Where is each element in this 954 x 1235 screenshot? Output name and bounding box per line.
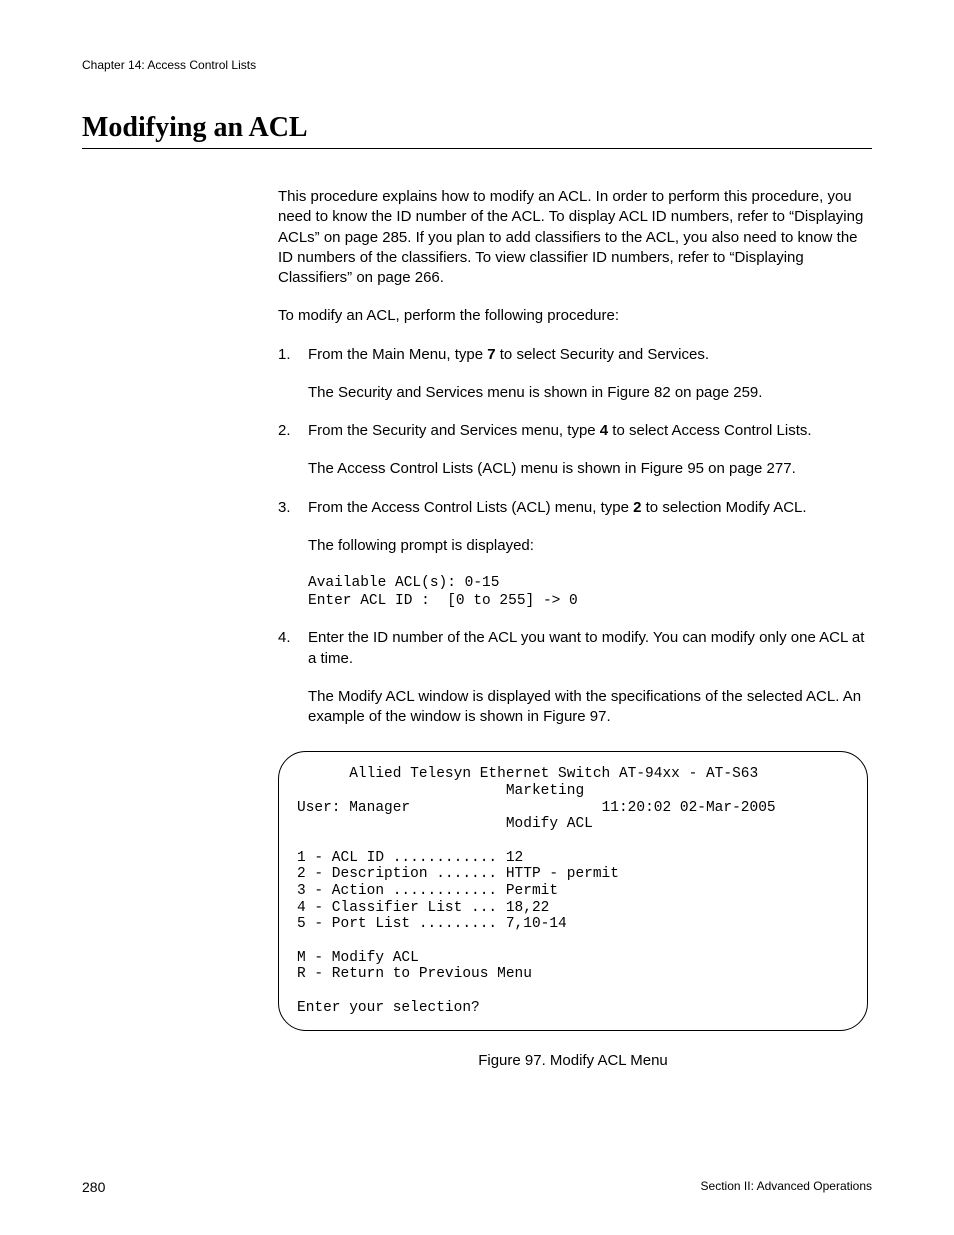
terminal-window: Allied Telesyn Ethernet Switch AT-94xx -… — [278, 751, 868, 1031]
term-line: Marketing — [297, 783, 584, 799]
term-line: Enter your selection? — [297, 1000, 480, 1016]
step-bold: 4 — [600, 422, 608, 439]
step-3: 3. From the Access Control Lists (ACL) m… — [278, 498, 868, 611]
figure-caption: Figure 97. Modify ACL Menu — [278, 1051, 868, 1071]
step-text: Enter the ID number of the ACL you want … — [308, 629, 864, 666]
step-sub: The Access Control Lists (ACL) menu is s… — [308, 459, 868, 479]
page-footer: 280 Section II: Advanced Operations — [82, 1179, 872, 1195]
term-line: 1 - ACL ID ............ 12 — [297, 850, 523, 866]
intro-paragraph: This procedure explains how to modify an… — [278, 187, 868, 288]
page: Chapter 14: Access Control Lists Modifyi… — [0, 0, 954, 1235]
term-line: Allied Telesyn Ethernet Switch AT-94xx -… — [297, 766, 758, 782]
step-number: 2. — [278, 421, 291, 441]
section-title: Modifying an ACL — [82, 112, 872, 144]
step-2: 2. From the Security and Services menu, … — [278, 421, 868, 480]
step-pre: From the Main Menu, type — [308, 346, 487, 363]
step-4: 4. Enter the ID number of the ACL you wa… — [278, 628, 868, 727]
term-line: R - Return to Previous Menu — [297, 966, 532, 982]
step-post: to select Access Control Lists. — [608, 422, 811, 439]
step-1: 1. From the Main Menu, type 7 to select … — [278, 345, 868, 404]
step-pre: From the Security and Services menu, typ… — [308, 422, 600, 439]
step-sub: The following prompt is displayed: — [308, 536, 868, 556]
term-line: 4 - Classifier List ... 18,22 — [297, 900, 549, 916]
prompt-code: Available ACL(s): 0-15 Enter ACL ID : [0… — [308, 574, 868, 610]
term-line: Modify ACL — [297, 816, 593, 832]
lead-paragraph: To modify an ACL, perform the following … — [278, 306, 868, 326]
step-post: to selection Modify ACL. — [641, 499, 806, 516]
step-post: to select Security and Services. — [496, 346, 709, 363]
step-pre: From the Access Control Lists (ACL) menu… — [308, 499, 633, 516]
term-line: 3 - Action ............ Permit — [297, 883, 558, 899]
step-bold: 7 — [487, 346, 495, 363]
term-line: 2 - Description ....... HTTP - permit — [297, 866, 619, 882]
step-text: From the Access Control Lists (ACL) menu… — [308, 499, 807, 516]
procedure-steps: 1. From the Main Menu, type 7 to select … — [278, 345, 868, 728]
page-number: 280 — [82, 1179, 105, 1195]
section-label: Section II: Advanced Operations — [701, 1179, 872, 1193]
step-text: From the Main Menu, type 7 to select Sec… — [308, 346, 709, 363]
term-line: M - Modify ACL — [297, 950, 419, 966]
step-sub: The Modify ACL window is displayed with … — [308, 687, 868, 728]
chapter-header: Chapter 14: Access Control Lists — [82, 58, 872, 72]
step-number: 1. — [278, 345, 291, 365]
title-rule — [82, 148, 872, 149]
step-sub: The Security and Services menu is shown … — [308, 383, 868, 403]
step-number: 4. — [278, 628, 291, 648]
step-number: 3. — [278, 498, 291, 518]
term-timestamp: 11:20:02 02-Mar-2005 — [602, 800, 776, 816]
term-line: 5 - Port List ......... 7,10-14 — [297, 916, 567, 932]
step-text: From the Security and Services menu, typ… — [308, 422, 812, 439]
term-user: User: Manager — [297, 800, 410, 816]
body-column: This procedure explains how to modify an… — [278, 187, 868, 1072]
